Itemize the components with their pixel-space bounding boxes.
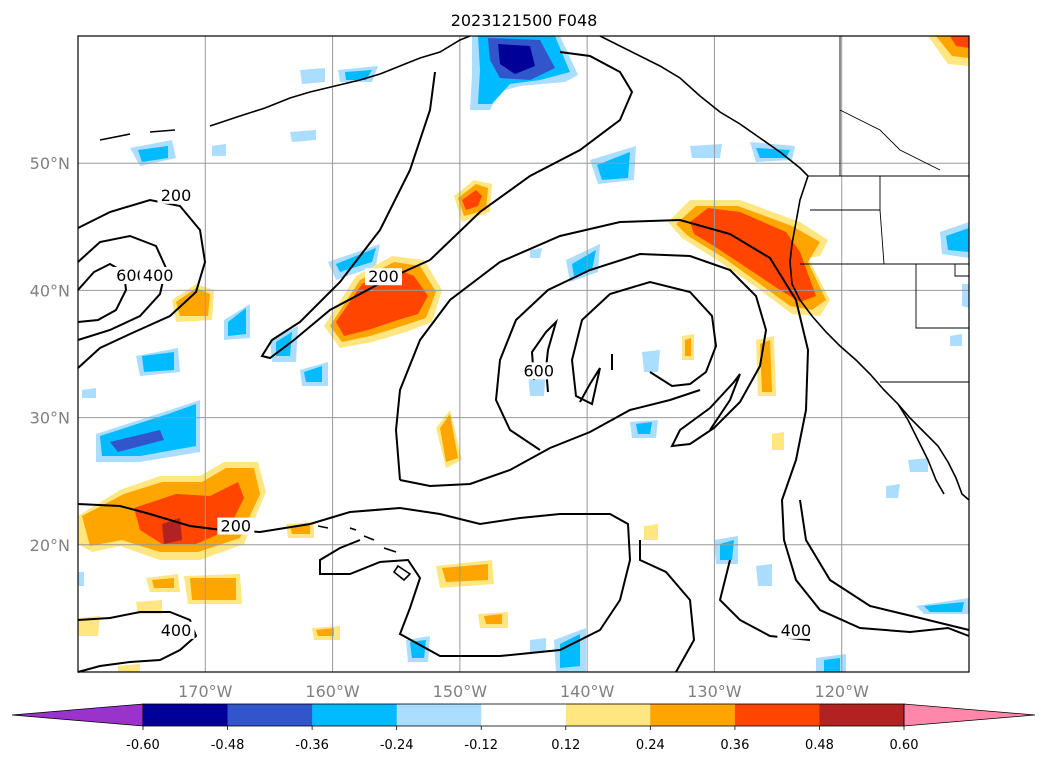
colorbar-tick-label: -0.12	[464, 738, 498, 753]
colorbar-tick-label: -0.48	[211, 738, 245, 753]
lon-label: 150°W	[433, 682, 488, 701]
colorbar-extension-high	[903, 703, 1036, 727]
colorbar-swatch	[734, 704, 820, 726]
shaded-field	[78, 36, 969, 672]
colorbar-tick-label: -0.60	[126, 738, 160, 753]
colorbar: -0.60 -0.48 -0.36 -0.24 -0.12 0.12 0.24 0.36 0.4…	[11, 703, 1036, 753]
colorbar-tick-label: -0.24	[380, 738, 414, 753]
colorbar-swatch	[396, 704, 482, 726]
aleutian-coastline	[99, 35, 471, 141]
contour-400-main	[394, 218, 970, 637]
contour-200-south	[77, 503, 632, 657]
north-america-west-coast	[789, 175, 970, 501]
contour-label-bg	[139, 266, 177, 284]
colorbar-swatch	[312, 704, 398, 726]
lat-label: 20°N	[30, 536, 70, 555]
contour-200-west	[77, 198, 207, 369]
contour-label: 600	[524, 361, 555, 380]
contour-label-bg	[520, 362, 558, 380]
contour-200-north	[260, 71, 436, 360]
contour-400-sw	[77, 611, 198, 673]
alaska-panhandle-coastline	[599, 35, 809, 177]
colorbar-swatch	[650, 704, 736, 726]
contour-label-bg	[157, 186, 195, 204]
contour-600-core	[570, 280, 718, 406]
colorbar-swatch	[143, 704, 229, 726]
bc-internal-line	[839, 109, 941, 171]
contour-600-south	[639, 540, 696, 673]
contour-label: 200	[368, 267, 399, 286]
colorbar-tick-label: -0.36	[295, 738, 329, 753]
hawaii-islands	[317, 525, 412, 582]
political-borders	[800, 36, 969, 383]
colorbar-tick-label: 0.60	[890, 738, 919, 753]
lon-label: 170°W	[178, 682, 233, 701]
colorbar-swatch	[227, 704, 313, 726]
contour-label-bg	[157, 621, 195, 639]
colorbar-extension-low	[11, 703, 144, 727]
contour-label: 400	[143, 266, 174, 285]
lon-label: 160°W	[305, 682, 360, 701]
contour-label: 400	[781, 621, 812, 640]
contour-600-spiral	[494, 252, 768, 451]
contour-200-ne	[429, 51, 634, 261]
colorbar-swatch	[481, 704, 567, 726]
contour-label: 200	[161, 186, 192, 205]
gridlines	[78, 36, 969, 672]
coastlines	[99, 35, 970, 582]
lon-label: 140°W	[560, 682, 615, 701]
colorbar-swatch	[819, 704, 905, 726]
map-title: 2023121500 F048	[451, 11, 598, 30]
lon-label: 120°W	[815, 682, 870, 701]
us-state-borders	[800, 176, 969, 329]
lat-label: 40°N	[30, 281, 70, 300]
contour-label-bg	[217, 517, 255, 535]
contour-400-east	[799, 499, 970, 631]
colorbar-tick-label: 0.12	[551, 738, 580, 753]
colorbar-frame	[142, 703, 905, 727]
contour-label-bg	[364, 268, 402, 286]
negative-anomaly-gulf-of-alaska	[470, 36, 578, 110]
colorbar-tick-label: 0.36	[720, 738, 749, 753]
negative-anomaly-small	[78, 66, 969, 672]
contour-label: 600	[116, 266, 147, 285]
map-frame	[77, 35, 970, 673]
contour-label-bg	[777, 621, 815, 639]
baja-california-coast	[897, 403, 945, 495]
longitude-labels: 170°W 160°W 150°W 140°W 130°W 120°W	[178, 682, 869, 701]
colorbar-swatch	[565, 704, 651, 726]
contour-label: 200	[221, 517, 252, 536]
lat-label: 50°N	[30, 154, 70, 173]
contour-label: 400	[161, 621, 192, 640]
colorbar-tick-label: 0.48	[805, 738, 834, 753]
colorbar-tick-label: 0.24	[636, 738, 665, 753]
latitude-labels: 50°N 40°N 30°N 20°N	[30, 154, 70, 555]
contour-400-inner	[399, 389, 701, 488]
lon-label: 130°W	[687, 682, 742, 701]
positive-anomaly-hawaii-west	[78, 36, 969, 672]
positive-anomaly-central-pacific	[172, 180, 784, 540]
lat-label: 30°N	[30, 409, 70, 428]
